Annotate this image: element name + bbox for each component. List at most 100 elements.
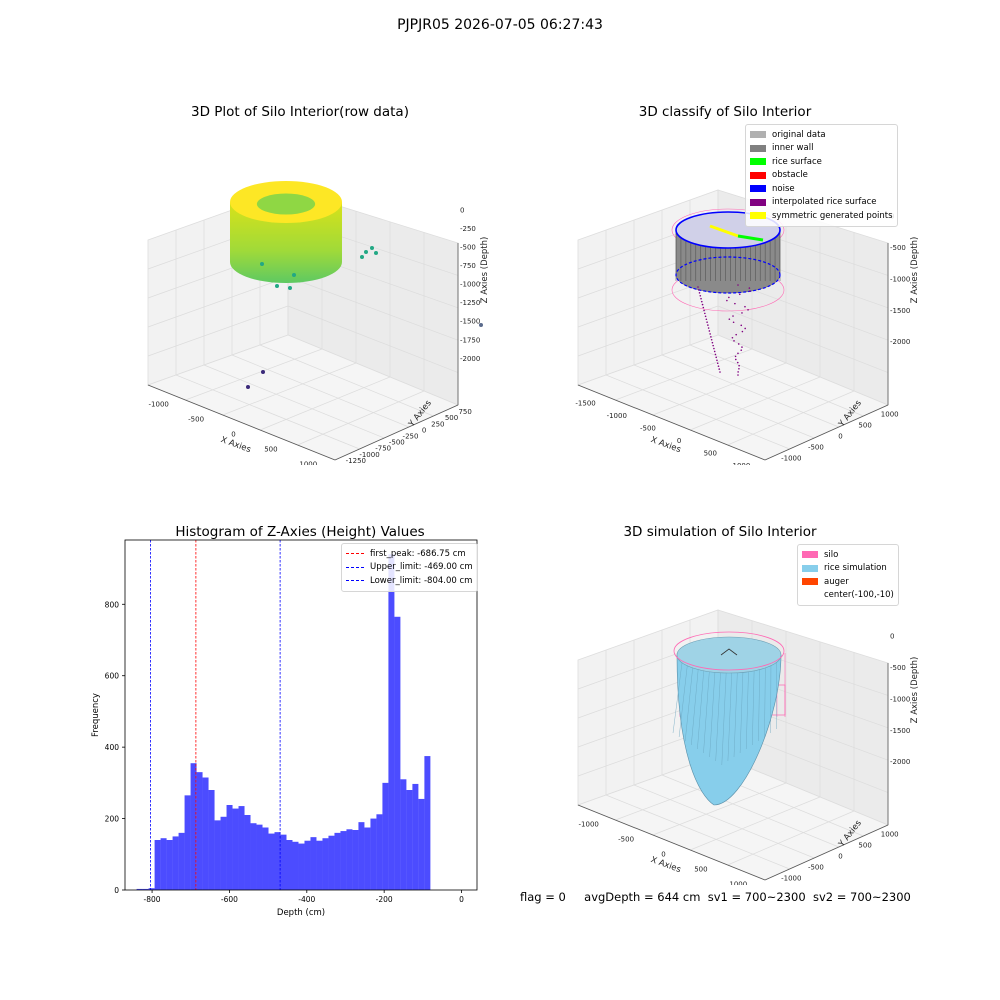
- legend-label: first_peak: -686.75 cm: [370, 548, 466, 559]
- rice-mesh-line: [764, 654, 766, 738]
- legend-swatch: [750, 171, 766, 179]
- histogram-bar: [220, 816, 227, 890]
- interpolated-point: [698, 292, 701, 294]
- legend-line-swatch: [346, 566, 364, 568]
- panel2-grid-line: [605, 374, 790, 450]
- status-flag: flag = 0: [520, 890, 566, 904]
- interpolated-point: [715, 356, 718, 359]
- panel2-grid-line: [717, 305, 889, 373]
- status-sv2: sv2 = 700~2300: [812, 890, 911, 904]
- interpolated-point: [708, 330, 711, 332]
- panel1-x-tick-label: 1000: [299, 461, 317, 466]
- interpolated-point: [738, 364, 740, 367]
- panel2-x-tick-label: 500: [704, 449, 717, 457]
- y-tick-label: 600: [105, 672, 120, 681]
- legend-swatch: [750, 158, 766, 166]
- interpolated-point: [709, 333, 711, 335]
- panel1-y-tick-label: -750: [375, 445, 391, 453]
- silo-top-ring: [673, 631, 785, 671]
- panel4-grid-line: [690, 796, 821, 851]
- histogram-bar: [334, 832, 341, 890]
- histogram-legend-item: Upper_limit: -469.00 cm: [346, 561, 473, 575]
- interpolated-point: [737, 371, 739, 373]
- panel4-z-axis-label: Z Axies (Depth): [910, 657, 920, 724]
- interpolated-point: [713, 350, 716, 353]
- legend-label: Upper_limit: -469.00 cm: [370, 562, 473, 573]
- histogram-bar: [190, 763, 197, 890]
- histogram-bar: [394, 616, 401, 890]
- histogram-bar: [232, 808, 239, 890]
- interpolated-point: [741, 346, 743, 348]
- panel1-grid-line: [222, 362, 357, 416]
- legend-label: rice surface: [772, 156, 822, 167]
- interpolated-point: [735, 358, 737, 361]
- panel4-legend: silo rice simulation auger center(-100,-10): [797, 544, 899, 606]
- histogram-bar: [304, 840, 311, 890]
- rice-mesh-line: [678, 654, 689, 738]
- interpolated-point: [732, 315, 734, 317]
- interpolated-point: [736, 361, 739, 364]
- scatter-point: [374, 251, 378, 255]
- panel2-z-tick-label: -1000: [890, 275, 910, 283]
- center-marker: [720, 648, 738, 656]
- panel2-legend-item: inner wall: [750, 142, 893, 156]
- interpolated-point: [712, 344, 714, 347]
- figure-title: PJPJR05 2026-07-05 06:27:43: [397, 17, 603, 33]
- interpolated-point: [748, 287, 751, 289]
- histogram-bar: [310, 837, 317, 890]
- panel4-x-tick-label: 500: [694, 866, 707, 874]
- panel4-y-axis: [764, 824, 889, 881]
- histogram-bar: [412, 783, 419, 890]
- panel2-z-tick-label: -500: [890, 244, 906, 252]
- legend-label: interpolated rice surface: [772, 197, 877, 208]
- panel1-x-tick-label: 500: [264, 446, 277, 454]
- interpolated-point: [737, 374, 739, 376]
- interpolated-point: [740, 324, 743, 327]
- rice-surface: [737, 234, 764, 242]
- histogram-bar: [148, 888, 155, 890]
- rice-mesh-line: [672, 654, 684, 734]
- panel4-legend-item: silo: [802, 548, 894, 562]
- histogram-bar: [166, 840, 173, 890]
- panel2-legend-item: rice surface: [750, 155, 893, 169]
- x-tick-label: -400: [298, 895, 315, 904]
- panel2-legend-item: noise: [750, 182, 893, 196]
- scatter-point: [288, 286, 292, 290]
- panel1-y-axis: [334, 404, 459, 461]
- interpolated-point: [733, 340, 735, 342]
- legend-label: center(-100,-10): [824, 590, 894, 601]
- histogram-bar: [376, 814, 383, 890]
- histogram-bar: [178, 832, 185, 890]
- panel2-x-axis: [577, 384, 766, 461]
- panel4-y-tick-label: 1000: [881, 831, 899, 839]
- panel4-legend-item: rice simulation: [802, 562, 894, 576]
- histogram-bar: [382, 782, 389, 890]
- legend-label: silo: [824, 549, 839, 560]
- panel4-grid-line: [661, 774, 839, 848]
- histogram-bar: [286, 840, 293, 890]
- panel2-y-tick-label: -500: [808, 444, 824, 452]
- scatter-point: [260, 262, 264, 266]
- y-tick-label: 0: [114, 886, 119, 895]
- histogram-bar: [352, 830, 359, 890]
- interpolated-point: [728, 318, 731, 320]
- panel1-x-tick-label: -1000: [149, 401, 169, 409]
- panel2-legend-item: obstacle: [750, 169, 893, 183]
- scatter-point: [364, 250, 368, 254]
- panel1-y-tick-label: 0: [422, 426, 426, 434]
- histogram-bar: [262, 827, 269, 890]
- x-tick-label: -800: [144, 895, 161, 904]
- x-tick-label: 0: [459, 895, 464, 904]
- noise-ring-bottom: [675, 256, 781, 294]
- panel1-grid-line: [287, 305, 459, 373]
- interpolated-point: [711, 341, 714, 344]
- panel2-x-tick-label: -500: [640, 424, 656, 432]
- legend-label: Lower_limit: -804.00 cm: [370, 575, 473, 586]
- interpolated-point: [734, 355, 737, 358]
- panel2-y-axis: [764, 404, 889, 461]
- histogram-bar: [208, 790, 215, 890]
- histogram-bar: [244, 815, 251, 890]
- panel1-grid-line: [175, 374, 360, 450]
- panel4-z-tick-label: -1000: [890, 695, 910, 703]
